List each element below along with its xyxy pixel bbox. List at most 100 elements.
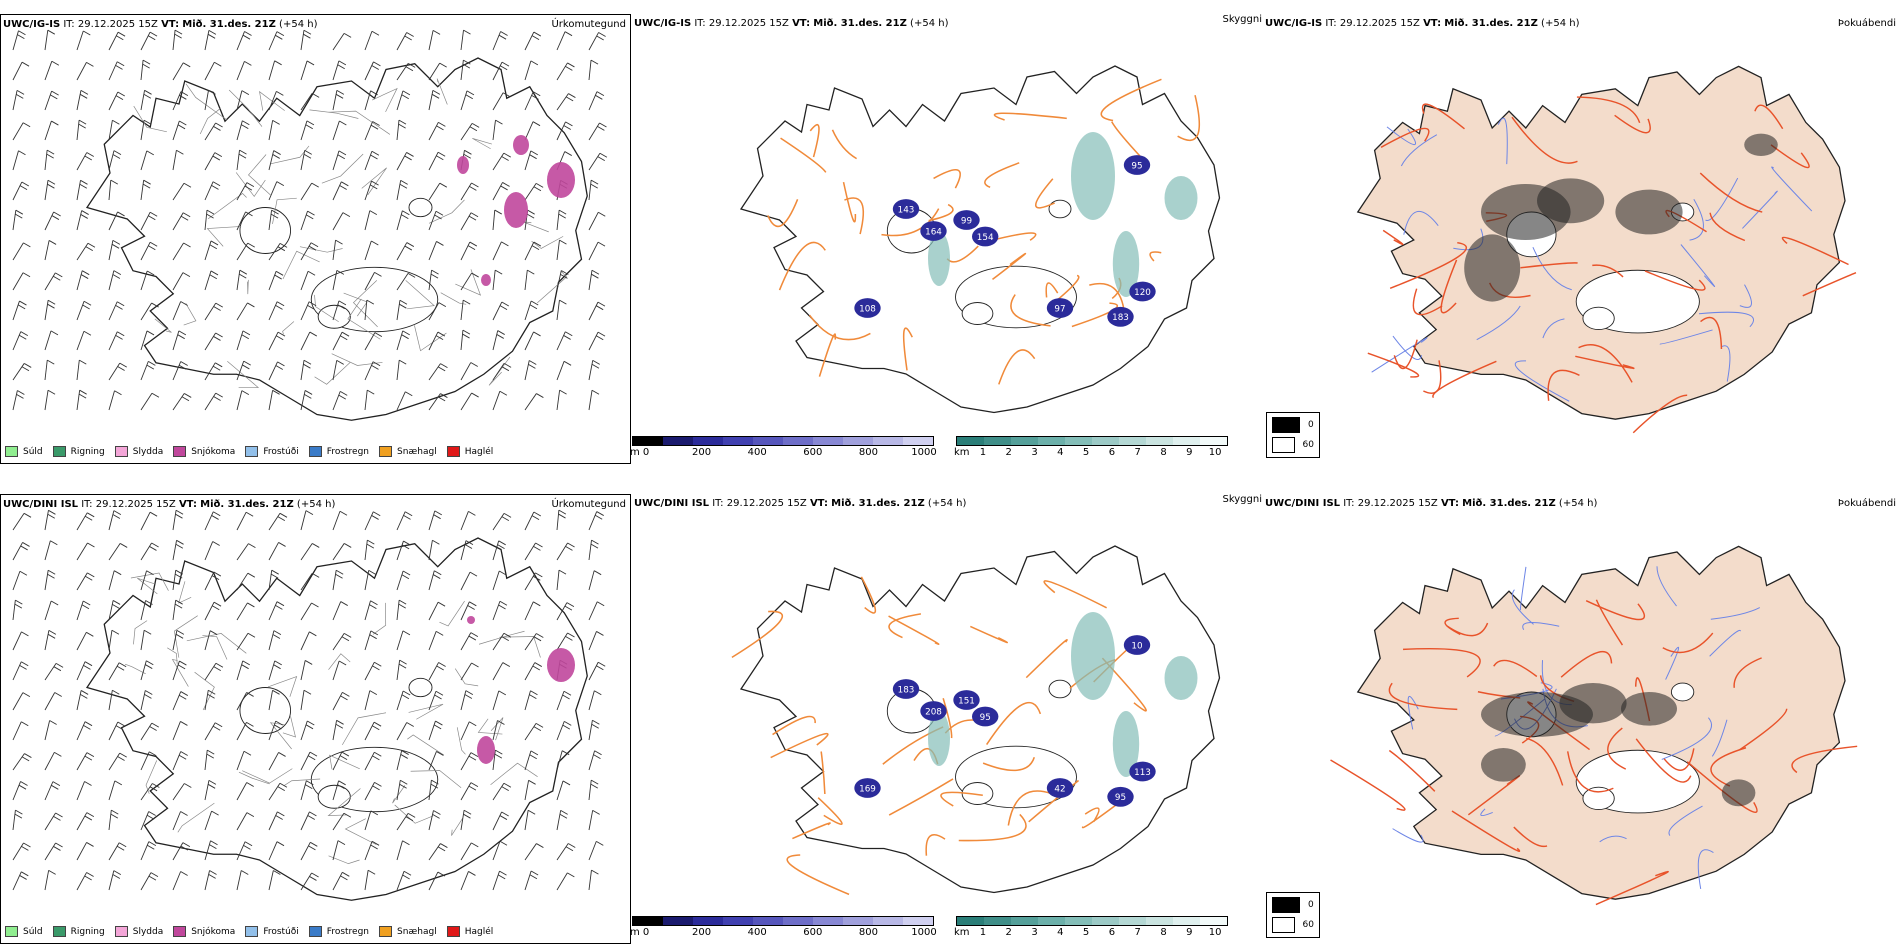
- ceiling-label: 208: [925, 707, 942, 717]
- fog-legend-label: 0: [1308, 420, 1314, 430]
- legend-item: Súld: [5, 926, 43, 937]
- ceiling-label: 154: [977, 233, 994, 243]
- visibility-colorbar-1: km 1 2 3 4 5 6 7 8 9 10: [954, 436, 1228, 461]
- colorbar-unit: km: [954, 927, 970, 938]
- legend-label: Slydda: [132, 926, 164, 937]
- panel-title: Úrkomutegund: [551, 499, 626, 510]
- ceiling-label: 183: [1112, 313, 1129, 323]
- low-cloud-area: [1129, 761, 1156, 782]
- colorbar-tick: 1: [979, 927, 987, 938]
- glacier-outline: [1048, 199, 1072, 219]
- legend-label: Súld: [23, 446, 43, 457]
- low-cloud-area: [892, 199, 920, 219]
- precip-type-legend: Súld Rigning Slydda Snjókoma Frostúði Frostre…: [5, 926, 503, 937]
- colorbar-gradient: [956, 436, 1228, 446]
- fog-panel-2: UWC/DINI ISL IT: 29.12.2025 15Z VT: Mið.…: [1263, 494, 1900, 944]
- colorbar-tick: 1000: [911, 927, 937, 938]
- legend-item: Súld: [5, 446, 43, 457]
- colorbar-tick: 10: [1208, 927, 1222, 938]
- visibility-panel-1: 143 164 99 154 95 97 120 183 108 UWC/IG-IS IT: 2…: [632, 14, 1262, 464]
- legend-label: Haglél: [464, 446, 494, 457]
- snow-area: [513, 135, 529, 155]
- snow-area: [547, 648, 575, 682]
- colorbar-tick: 2: [1005, 447, 1012, 458]
- snow-area: [477, 736, 495, 764]
- ceiling-label: 113: [1134, 768, 1151, 778]
- legend-label: Frostregn: [326, 446, 370, 457]
- low-cloud-area: [1123, 155, 1151, 175]
- wind-barbs: [12, 29, 608, 411]
- iceland-outline: 143 164 99 154 95 97 120 183 108: [739, 65, 1221, 414]
- legend-swatch: [52, 446, 66, 457]
- ceiling-label: 183: [898, 685, 915, 695]
- low-cloud-area: [953, 210, 980, 230]
- panel-header: UWC/DINI ISL IT: 29.12.2025 15Z VT: Mið.…: [3, 499, 336, 510]
- low-visibility-area: [1164, 656, 1198, 700]
- legend-swatch: [52, 926, 66, 937]
- legend-label: Frostregn: [326, 926, 370, 937]
- legend-swatch: [379, 926, 393, 937]
- fog-legend-row: 60: [1272, 437, 1314, 453]
- precip-map-2: [12, 509, 606, 901]
- legend-label: Frostúði: [263, 926, 299, 937]
- low-cloud-area: [972, 226, 999, 247]
- panel-title: Úrkomutegund: [551, 19, 626, 30]
- fog-indicator-area: [1537, 178, 1605, 224]
- colorbar-tick: 400: [747, 927, 767, 938]
- legend-label: Slydda: [132, 446, 164, 457]
- fog-indicator-area: [1621, 692, 1677, 726]
- legend-item: Haglél: [446, 926, 493, 937]
- low-visibility-area: [1164, 176, 1198, 220]
- low-visibility-area: [928, 711, 950, 766]
- fog-legend-swatch: [1272, 437, 1295, 453]
- colorbar-tick: 0: [642, 927, 650, 938]
- low-cloud-area: [920, 701, 947, 721]
- colorbar-tick: 4: [1057, 447, 1064, 458]
- legend-item: Rigning: [52, 926, 105, 937]
- legend-item: Frostregn: [308, 926, 370, 937]
- precip-panel-2: UWC/DINI ISL IT: 29.12.2025 15Z VT: Mið.…: [0, 494, 631, 944]
- colorbar-tick: 10: [1208, 447, 1222, 458]
- colorbar-tick: 9: [1186, 447, 1193, 458]
- fog-legend-row: 0: [1272, 897, 1314, 913]
- colorbar-tick: 1: [979, 447, 987, 458]
- fog-legend-swatch: [1272, 417, 1300, 433]
- ceiling-label: 120: [1134, 288, 1151, 298]
- fog-indicator-area: [1615, 189, 1683, 235]
- ceiling-label: 143: [898, 205, 915, 215]
- fog-legend-swatch: [1272, 897, 1300, 913]
- fog-legend-label: 0: [1308, 900, 1314, 910]
- colorbar-gradient: [632, 436, 934, 446]
- panel-title: Þokuábendi: [1837, 18, 1896, 29]
- colorbar-tick: 1000: [911, 447, 937, 458]
- colorbar-tick: 0: [642, 447, 650, 458]
- colorbar-unit: m: [630, 447, 640, 458]
- legend-swatch: [308, 926, 322, 937]
- fog-indicator-area: [1481, 748, 1526, 782]
- legend-item: Snæhagl: [379, 446, 437, 457]
- legend-swatch: [114, 446, 128, 457]
- colorbar-tick: 6: [1108, 927, 1116, 938]
- low-visibility-area: [1071, 132, 1115, 220]
- colorbar-tick: 200: [692, 447, 712, 458]
- ceiling-label: 151: [958, 696, 975, 706]
- legend-label: Snjókoma: [191, 446, 236, 457]
- colorbar-tick: 5: [1082, 927, 1090, 938]
- legend-item: Frostregn: [308, 446, 370, 457]
- snow-area: [467, 616, 475, 624]
- colorbar-tick: 7: [1134, 927, 1141, 938]
- legend-swatch: [5, 926, 18, 937]
- legend-label: Snæhagl: [397, 926, 437, 937]
- colorbar-tick: 5: [1082, 447, 1090, 458]
- fog-indicator-area: [1464, 234, 1521, 302]
- legend-item: Frostúði: [245, 926, 299, 937]
- ceiling-label: 169: [859, 784, 876, 794]
- colorbar-tick: 3: [1031, 927, 1038, 938]
- low-cloud-area: [854, 298, 881, 318]
- iceland-outline: [1356, 65, 1857, 434]
- low-visibility-area: [928, 231, 950, 286]
- legend-item: Haglél: [446, 446, 494, 457]
- iceland-outline: 183 208 151 95 10 42 113 95 169: [731, 545, 1221, 896]
- low-visibility-area: [1112, 711, 1140, 777]
- fog-panel-1: UWC/IG-IS IT: 29.12.2025 15Z VT: Mið. 31…: [1263, 14, 1900, 464]
